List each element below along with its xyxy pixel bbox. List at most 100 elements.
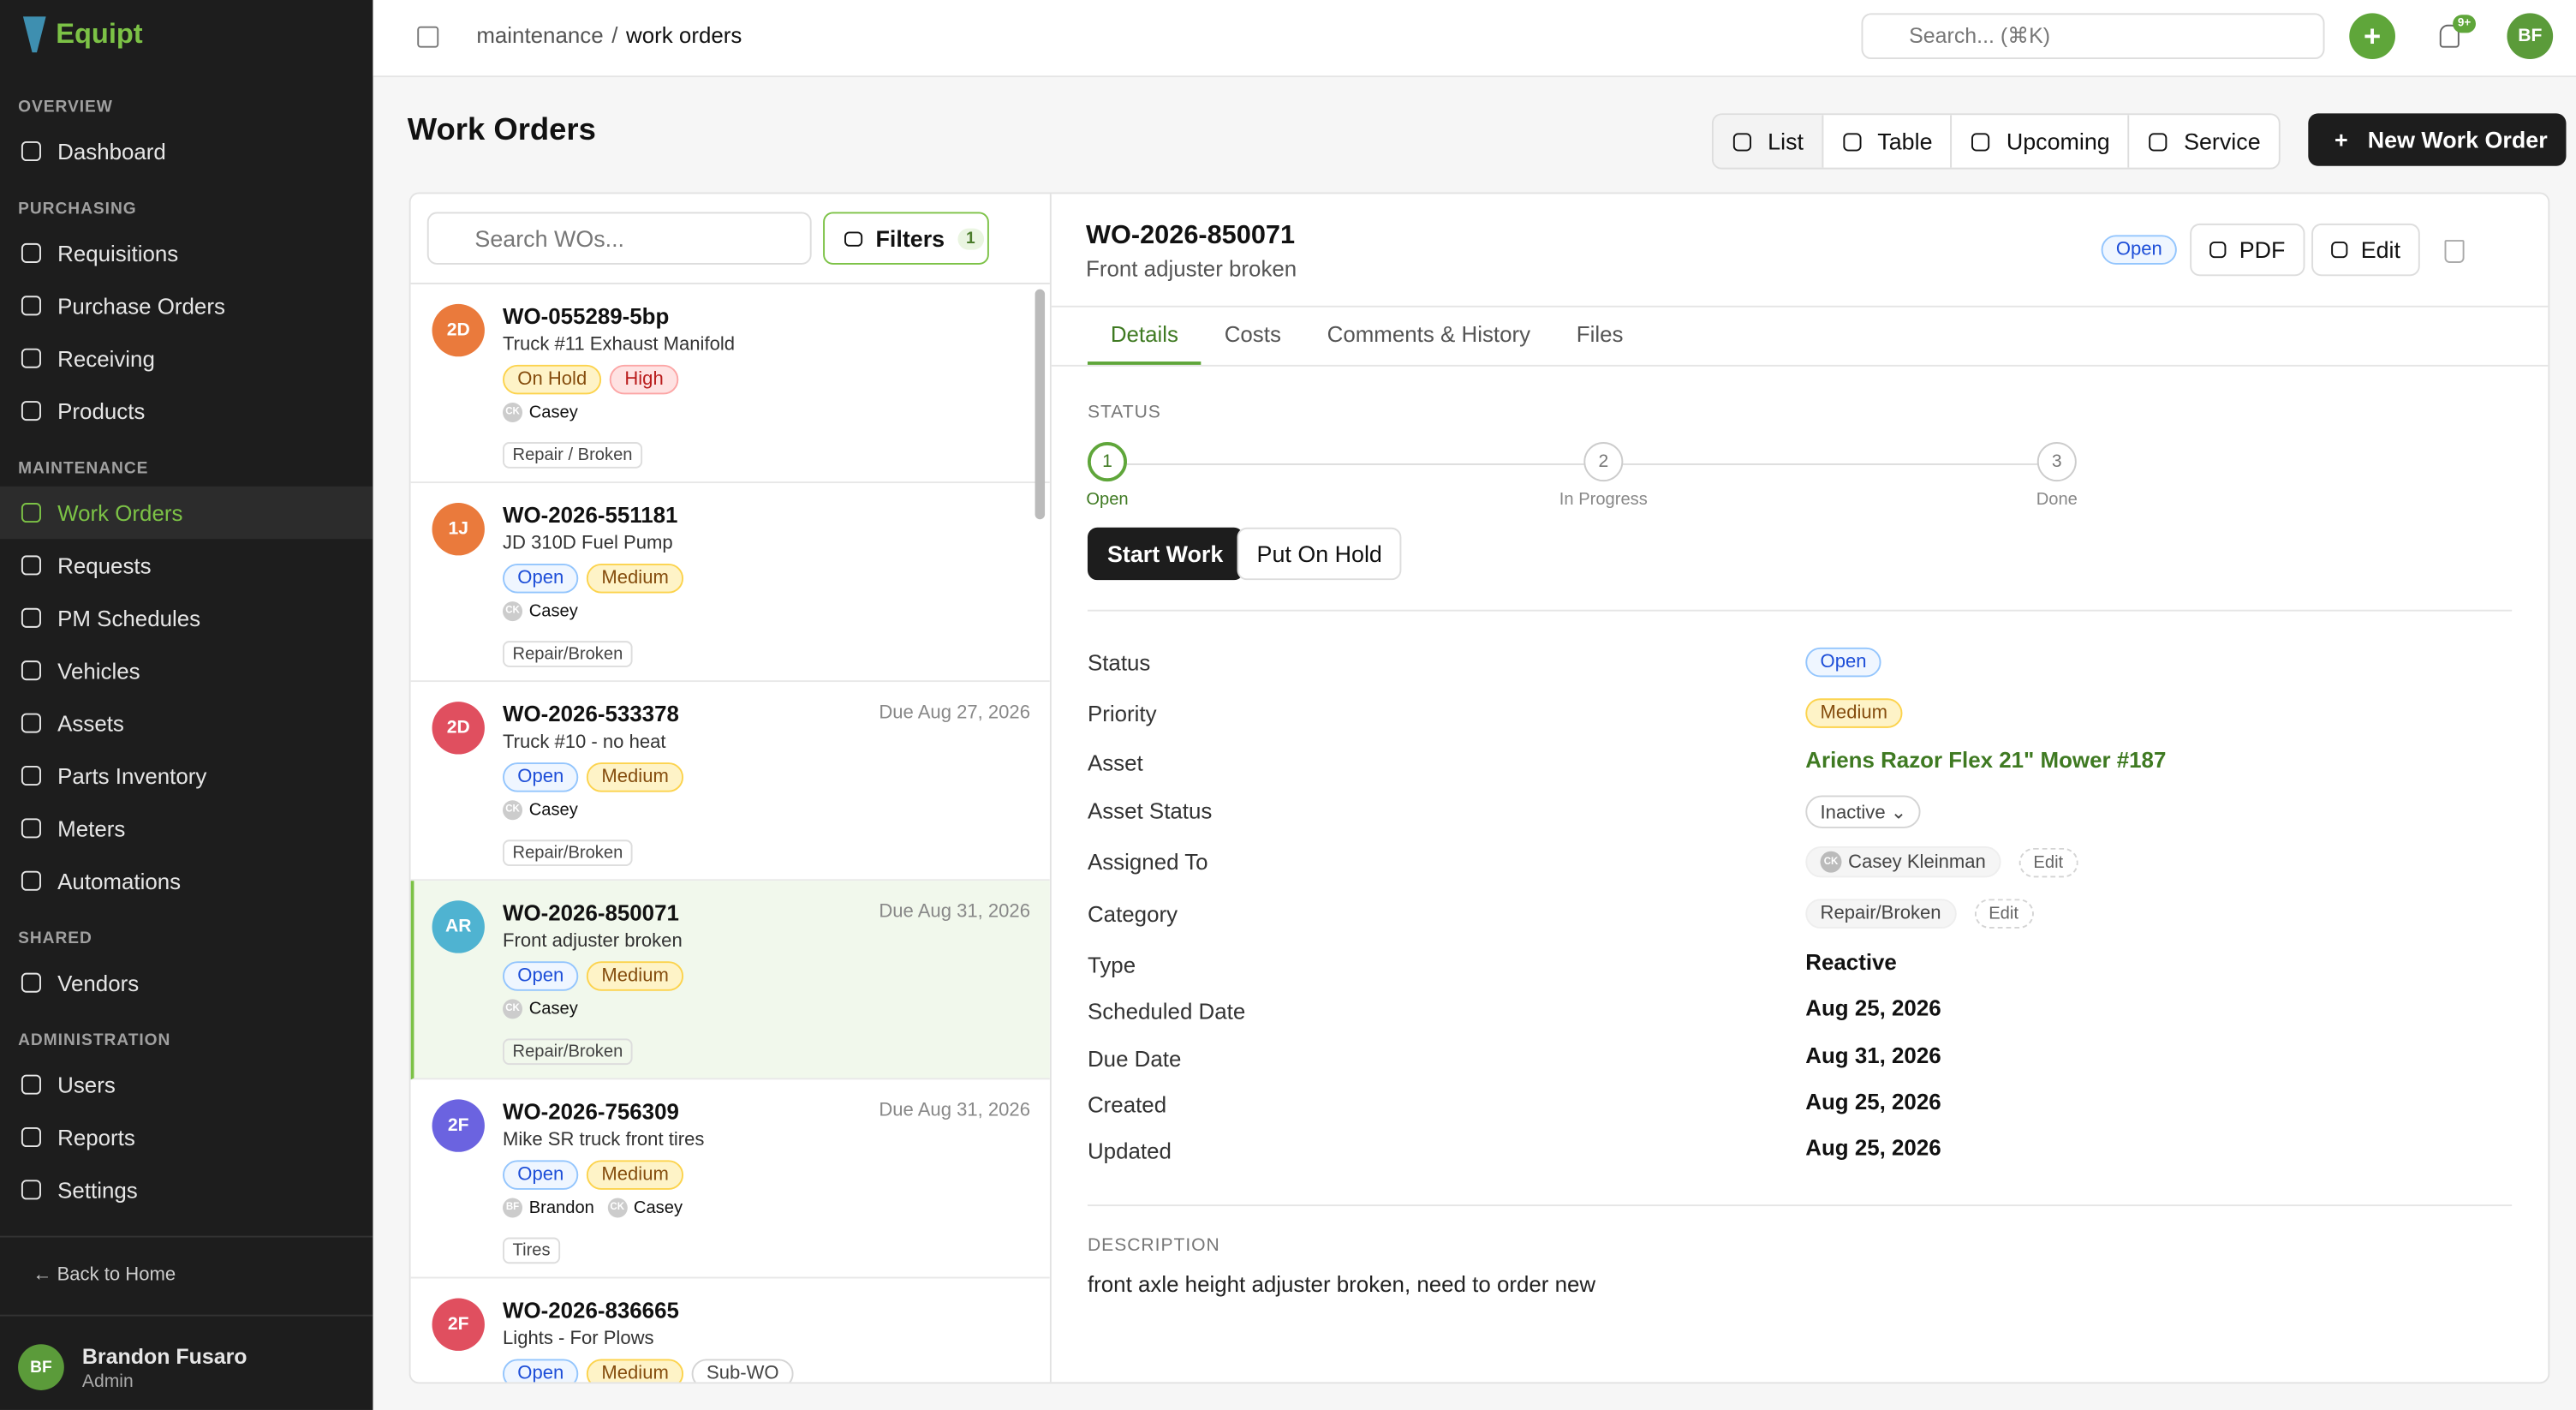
field-label: Assigned To — [1087, 849, 1208, 875]
view-button[interactable]: Table — [1822, 115, 1951, 168]
nav-label: Products — [57, 398, 146, 423]
add-button[interactable]: + — [2349, 13, 2395, 60]
tab[interactable]: Details — [1087, 308, 1202, 365]
list-search[interactable]: Search WOs... — [426, 212, 812, 265]
badge: Medium — [587, 762, 684, 792]
edit-chip[interactable]: Edit — [2018, 846, 2078, 877]
wo-avatar: 2D — [432, 303, 485, 357]
search-box[interactable]: Search... (⌘K) — [1861, 13, 2325, 60]
nav-icon — [21, 242, 41, 263]
nav-item[interactable]: Products — [0, 385, 373, 437]
tab[interactable]: Comments & History — [1327, 322, 1531, 347]
nav-item[interactable]: Parts Inventory — [0, 750, 373, 802]
status-select[interactable]: Inactive ⌄ — [1805, 795, 1922, 828]
nav-item[interactable]: Dashboard — [0, 125, 373, 177]
wo-id: WO-2026-533378 — [503, 702, 679, 726]
tab[interactable]: Files — [1576, 322, 1624, 347]
brand: Equipt — [22, 16, 143, 53]
main: Work Orders List Table Upcoming Service + New … — [373, 77, 2576, 1410]
nav-icon — [21, 660, 41, 681]
nav-item[interactable]: Work Orders — [0, 486, 373, 540]
field-label: Created — [1087, 1092, 1167, 1118]
nav-item[interactable]: Requests — [0, 539, 373, 591]
nav-item[interactable]: Reports — [0, 1111, 373, 1163]
tag: Repair/Broken — [503, 1038, 633, 1066]
chip-avatar: CK — [1820, 851, 1842, 873]
view-button[interactable]: Upcoming — [1950, 115, 2128, 168]
view-label: Service — [2184, 128, 2261, 155]
new-label: New Work Order — [2367, 126, 2548, 153]
field-label: Category — [1087, 902, 1178, 927]
nav-item[interactable]: Users — [0, 1058, 373, 1110]
field-value: Aug 25, 2026 — [1805, 996, 1941, 1021]
wo-item[interactable]: 2D WO-2026-533378 Due Aug 27, 2026 Truck #1… — [410, 682, 1050, 881]
wo-item[interactable]: AR WO-2026-850071 Due Aug 31, 2026 Front ad… — [410, 881, 1050, 1080]
user-avatar: BF — [18, 1344, 64, 1390]
field-value: Open — [1805, 647, 1889, 678]
filters-button[interactable]: Filters 1 — [823, 212, 989, 265]
nav-item[interactable]: Receiving — [0, 332, 373, 385]
nav-item[interactable]: Purchase Orders — [0, 279, 373, 332]
tag: Repair/Broken — [503, 641, 633, 667]
wo-item[interactable]: 1J WO-2026-551181 JD 310D Fuel Pump Open Med… — [410, 483, 1050, 683]
divider — [0, 1314, 373, 1317]
nav-item[interactable]: Assets — [0, 696, 373, 749]
nav-item[interactable]: Settings — [0, 1163, 373, 1216]
sidebar-toggle[interactable] — [417, 26, 439, 48]
nav-item[interactable]: Meters — [0, 802, 373, 854]
wo-item[interactable]: 2F WO-2026-836665 Lights - For Plows Open Me… — [410, 1278, 1050, 1383]
pdf-button[interactable]: PDF — [2190, 223, 2305, 277]
back-link[interactable]: ← Back to Home — [33, 1265, 176, 1286]
wo-title: Front adjuster broken — [503, 931, 683, 952]
field-value: Ariens Razor Flex 21" Mower #187 — [1805, 748, 2166, 773]
wo-item[interactable]: 2D WO-055289-5bp Truck #11 Exhaust Manifol… — [410, 284, 1050, 484]
nav-icon — [21, 818, 41, 839]
wo-title: Mike SR truck front tires — [503, 1130, 705, 1150]
badge: Medium — [587, 1359, 684, 1383]
assignee-name: Casey — [633, 1198, 683, 1218]
field-label: Due Date — [1087, 1047, 1182, 1072]
edit-chip[interactable]: Edit — [1973, 899, 2034, 929]
badge: Medium — [1805, 698, 1903, 728]
nav-item[interactable]: PM Schedules — [0, 592, 373, 644]
action-button[interactable]: Start Work — [1087, 527, 1243, 581]
wo-title: Lights - For Plows — [503, 1329, 654, 1349]
nav-item[interactable]: Vehicles — [0, 644, 373, 696]
crumb-current: work orders — [626, 22, 742, 48]
nav-item[interactable]: Automations — [0, 855, 373, 907]
view-button[interactable]: List — [1713, 115, 1822, 168]
wo-id: WO-055289-5bp — [503, 303, 670, 329]
wo-due: Due Aug 31, 2026 — [879, 902, 1030, 923]
new-button[interactable]: + New Work Order — [2308, 113, 2566, 166]
assignee-name: Casey — [528, 800, 578, 821]
action-button[interactable]: Put On Hold — [1237, 527, 1402, 581]
wo-due: Due Aug 27, 2026 — [879, 703, 1030, 724]
field-text: Aug 25, 2026 — [1805, 995, 1941, 1021]
wo-tags: Repair/Broken — [503, 1036, 633, 1066]
delete-icon[interactable] — [2444, 240, 2465, 263]
view-button[interactable]: Service — [2127, 115, 2279, 168]
wo-item[interactable]: 2F WO-2026-756309 Due Aug 31, 2026 Mike SR … — [410, 1079, 1050, 1279]
nav-label: Dashboard — [57, 139, 166, 164]
nav-label: Vehicles — [57, 658, 140, 684]
nav-item[interactable]: Vendors — [0, 956, 373, 1008]
wo-avatar: 2F — [432, 1298, 485, 1351]
assignee-avatar: CK — [607, 1198, 628, 1218]
filter-icon — [844, 230, 863, 246]
nav-icon — [21, 555, 41, 576]
badge: Open — [503, 961, 579, 991]
tab[interactable]: Costs — [1224, 322, 1281, 347]
wo-badges: Open Medium Sub-WO — [503, 1358, 802, 1383]
edit-button[interactable]: Edit — [2311, 223, 2420, 277]
crumb[interactable]: maintenance — [476, 22, 604, 48]
nav-label: Receiving — [57, 345, 155, 371]
avatar[interactable]: BF — [2507, 13, 2554, 60]
nav-item[interactable]: Requisitions — [0, 227, 373, 279]
asset-link[interactable]: Ariens Razor Flex 21" Mower #187 — [1805, 747, 2167, 773]
logo — [22, 16, 46, 53]
bell[interactable] — [2439, 24, 2460, 48]
field-label: Updated — [1087, 1138, 1172, 1164]
field-label: Asset — [1087, 750, 1143, 776]
nav-label: Users — [57, 1072, 116, 1097]
